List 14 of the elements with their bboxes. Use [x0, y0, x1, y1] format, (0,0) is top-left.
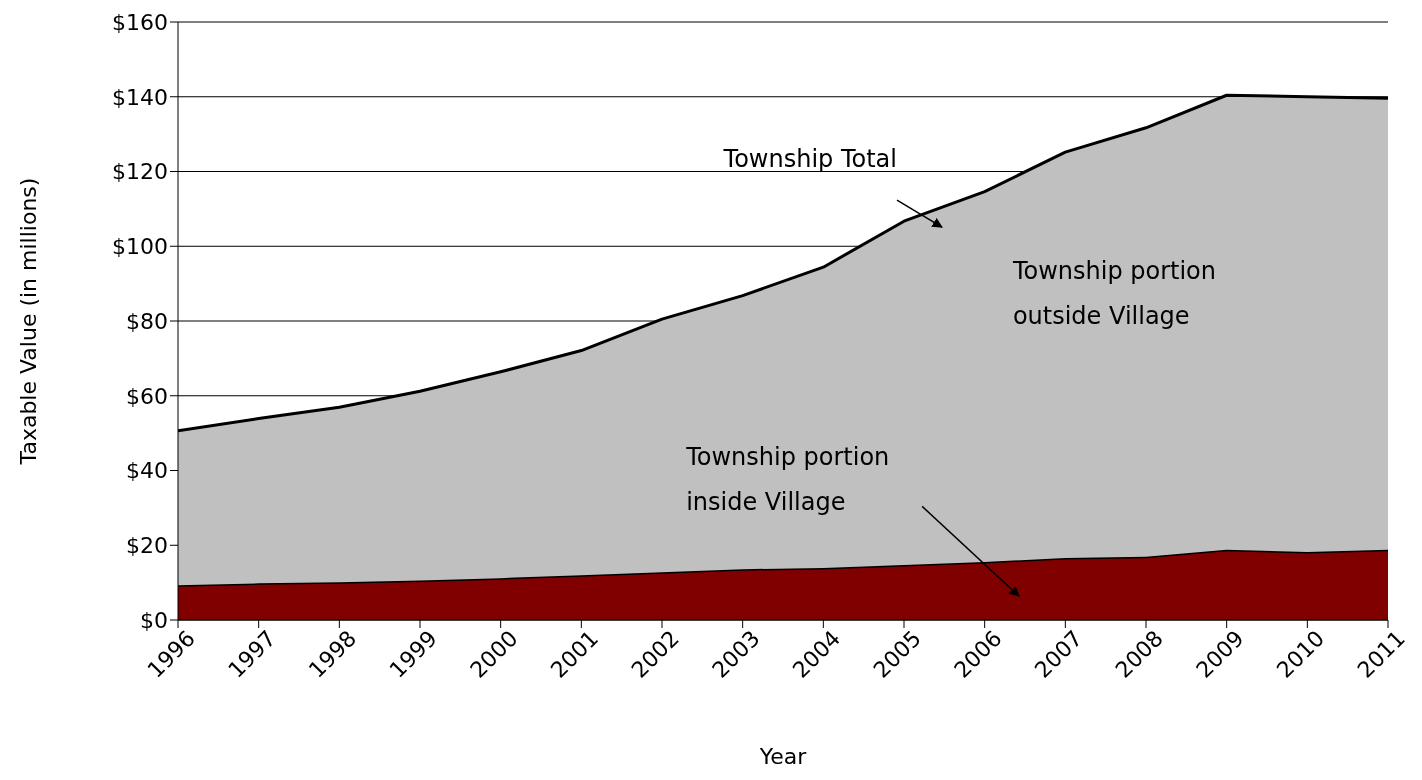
y-tick-label: $0 [140, 607, 168, 633]
series-label: Township portion outside Village [1011, 257, 1217, 331]
y-tick-label: $120 [112, 159, 168, 185]
y-tick-label: $40 [126, 458, 168, 484]
y-tick-label: $160 [112, 9, 168, 35]
y-tick-label: $100 [112, 234, 168, 260]
text: Township portion inside Village [685, 442, 890, 516]
y-axis-title: Taxable Value (in millions) [15, 177, 41, 466]
y-tick-label: $60 [126, 383, 168, 409]
y-tick-label: $140 [112, 84, 168, 110]
x-axis-title: Year [758, 744, 808, 769]
y-tick-label: $20 [126, 533, 168, 559]
y-tick-label: $80 [126, 308, 168, 334]
annotation: Township Total [722, 145, 897, 174]
